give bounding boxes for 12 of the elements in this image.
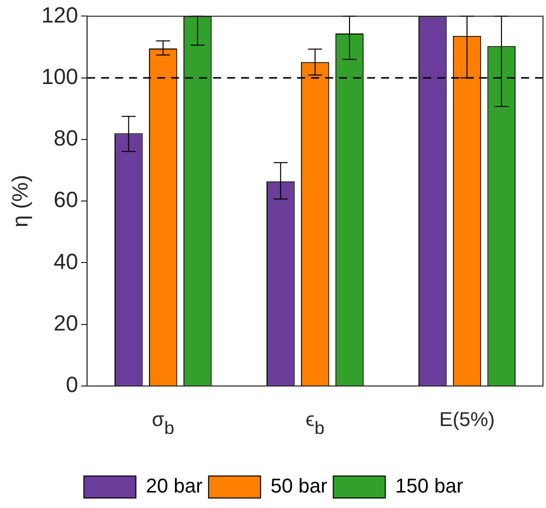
y-tick-label: 80 bbox=[54, 126, 78, 151]
y-tick-label: 120 bbox=[41, 2, 78, 28]
y-tick-label: 0 bbox=[66, 372, 78, 398]
legend-label: 150 bar bbox=[395, 476, 464, 498]
legend-label: 20 bar bbox=[146, 476, 203, 498]
y-axis-title: η (%) bbox=[7, 174, 32, 228]
y-tick-label: 60 bbox=[54, 187, 78, 212]
legend-label: 50 bar bbox=[270, 476, 328, 498]
x-tick-label: E(5%) bbox=[439, 409, 495, 431]
y-tick-label: 20 bbox=[54, 310, 78, 336]
y-tick-label: 40 bbox=[54, 248, 78, 274]
y-tick-label: 100 bbox=[41, 64, 78, 89]
